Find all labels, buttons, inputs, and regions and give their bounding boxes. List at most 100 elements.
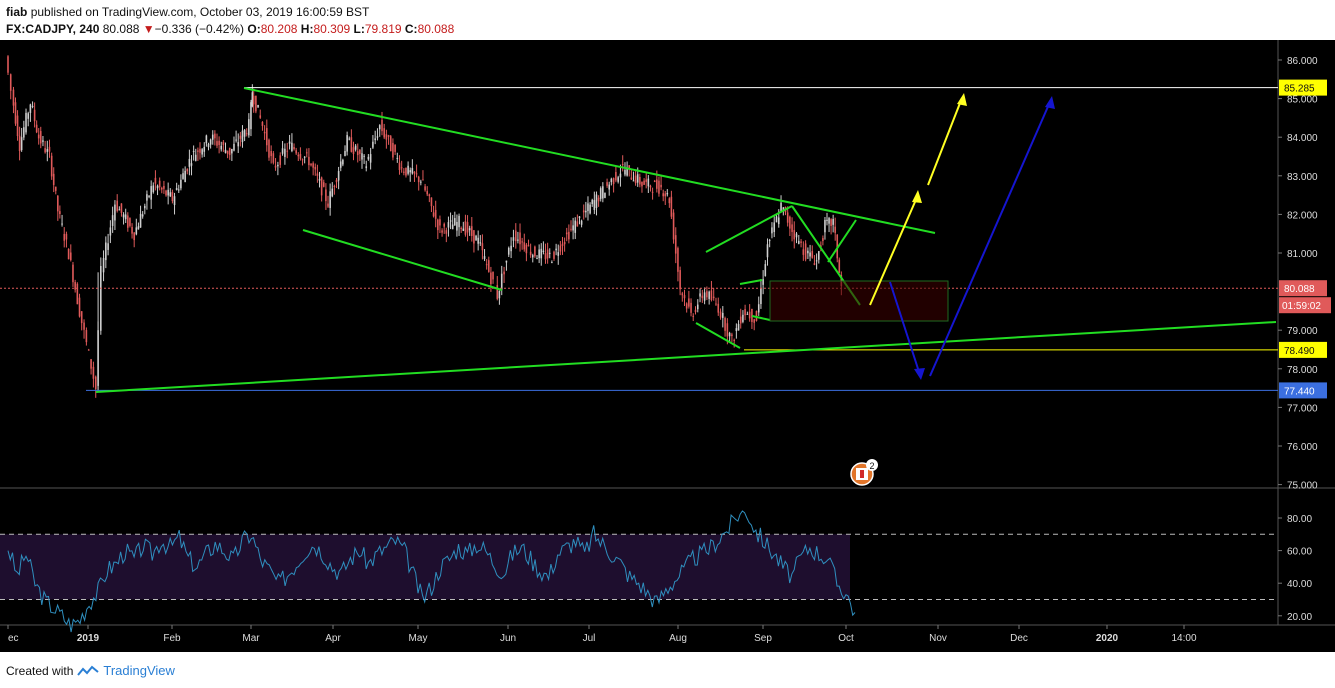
- candle-body: [683, 295, 686, 299]
- candle-body: [724, 318, 726, 331]
- candle-body: [385, 134, 388, 140]
- candle-body: [35, 124, 38, 133]
- candle-body: [107, 243, 109, 250]
- candle-body: [544, 253, 547, 260]
- candle-body: [218, 140, 220, 145]
- price-change: −0.336 (−0.42%): [154, 22, 245, 36]
- candle-body: [568, 231, 570, 240]
- candle-body: [146, 194, 148, 201]
- candle-body: [76, 283, 79, 305]
- candle-body: [441, 230, 443, 233]
- candle-body: [458, 215, 460, 228]
- wedge-upper-line[interactable]: [705, 205, 793, 253]
- time-tick-label: Mar: [242, 633, 260, 644]
- candle-body: [578, 216, 581, 219]
- mini-flag-bottom[interactable]: [751, 315, 771, 321]
- mini-flag-top[interactable]: [739, 279, 763, 285]
- candle-body: [394, 145, 396, 152]
- candle-body: [643, 180, 645, 185]
- candle-body: [591, 199, 594, 205]
- flag-leaf-icon: [860, 470, 864, 478]
- rsi-series-line[interactable]: [7, 510, 856, 633]
- candle-body: [534, 246, 536, 257]
- candle-body: [411, 168, 414, 174]
- created-with-text: Created with: [6, 663, 74, 678]
- candle-body: [447, 222, 450, 228]
- time-tick-label: 2020: [1096, 633, 1119, 644]
- candle-body: [293, 147, 295, 150]
- candle-body: [553, 251, 555, 259]
- time-tick-label: Dec: [1010, 633, 1028, 644]
- blue-projection-down[interactable]: [889, 281, 921, 376]
- candle-body: [546, 249, 549, 259]
- candle-body: [205, 135, 208, 144]
- open-label: O:: [247, 22, 261, 36]
- candle-body: [12, 89, 15, 106]
- candle-body: [755, 310, 758, 321]
- candle-body: [376, 136, 379, 138]
- lower-trendline[interactable]: [95, 321, 1277, 393]
- down-arrow-icon: ▼: [142, 22, 155, 36]
- candle-body: [80, 311, 83, 324]
- candle-body: [791, 224, 793, 232]
- tradingview-brand[interactable]: TradingView: [103, 663, 175, 678]
- candle-body: [333, 185, 336, 187]
- candle-body: [428, 194, 431, 197]
- candle-body: [184, 170, 186, 183]
- channel-lower-line[interactable]: [302, 229, 503, 291]
- wedge-lower-line[interactable]: [695, 322, 741, 349]
- candle-body: [190, 163, 193, 166]
- candle-body: [396, 157, 399, 159]
- candle-body: [479, 242, 482, 244]
- time-tick-label: 14:00: [1171, 633, 1196, 644]
- candle-body: [413, 171, 416, 174]
- level-tag-80.088: [1279, 280, 1327, 297]
- candle-body: [69, 252, 72, 261]
- footer: Created with TradingView: [6, 663, 175, 678]
- candle-body: [626, 167, 628, 176]
- yellow-projection-1[interactable]: [869, 194, 919, 306]
- candle-body: [424, 186, 426, 191]
- candle-body: [288, 141, 291, 144]
- candle-body: [500, 273, 503, 290]
- candle-body: [173, 196, 176, 206]
- candles[interactable]: [7, 55, 843, 398]
- candle-body: [804, 243, 807, 260]
- author-name[interactable]: fiab: [6, 5, 28, 19]
- candle-body: [699, 293, 701, 297]
- candle-body: [233, 143, 235, 151]
- rsi-tick-label: 60.00: [1287, 547, 1312, 558]
- candle-body: [129, 218, 131, 226]
- candle-body: [270, 151, 272, 157]
- candle-body: [114, 204, 116, 221]
- yellow-projection-2[interactable]: [927, 97, 963, 186]
- candle-body: [735, 328, 738, 331]
- candle-body: [595, 194, 598, 208]
- candle-body: [688, 298, 690, 307]
- blue-projection-up[interactable]: [929, 101, 1051, 377]
- upper-trendline[interactable]: [243, 87, 936, 234]
- candle-body: [378, 125, 381, 130]
- price-pane[interactable]: 86.000 85.000 84.000 83.000 82.000 81.000 79.0…: [0, 40, 1335, 626]
- candle-body: [712, 296, 715, 299]
- candle-body: [239, 135, 242, 139]
- candle-body: [372, 141, 374, 148]
- tradingview-logo-icon[interactable]: [77, 665, 100, 677]
- candle-body: [78, 297, 81, 317]
- candle-body: [359, 149, 361, 154]
- candle-body: [737, 323, 740, 331]
- rsi-band: [0, 534, 850, 600]
- candle-body: [653, 180, 656, 182]
- symbol-label[interactable]: FX:CADJPY, 240: [6, 22, 100, 36]
- chart-canvas[interactable]: 86.000 85.000 84.000 83.000 82.000 81.000 79.0…: [0, 40, 1335, 652]
- candle-body: [257, 104, 259, 108]
- level-label-85.285: 85.285: [1284, 84, 1315, 95]
- candle-body: [325, 189, 327, 202]
- candle-body: [800, 241, 802, 243]
- candle-body: [773, 222, 776, 232]
- candle-body: [23, 127, 25, 138]
- candle-body: [61, 223, 63, 225]
- range-box[interactable]: [769, 280, 949, 322]
- rsi-pane[interactable]: 80.00 60.00 40.00 20.00 ec 2019 Feb Mar Apr May Ju…: [0, 510, 1312, 644]
- flag-upper-line[interactable]: [827, 219, 857, 263]
